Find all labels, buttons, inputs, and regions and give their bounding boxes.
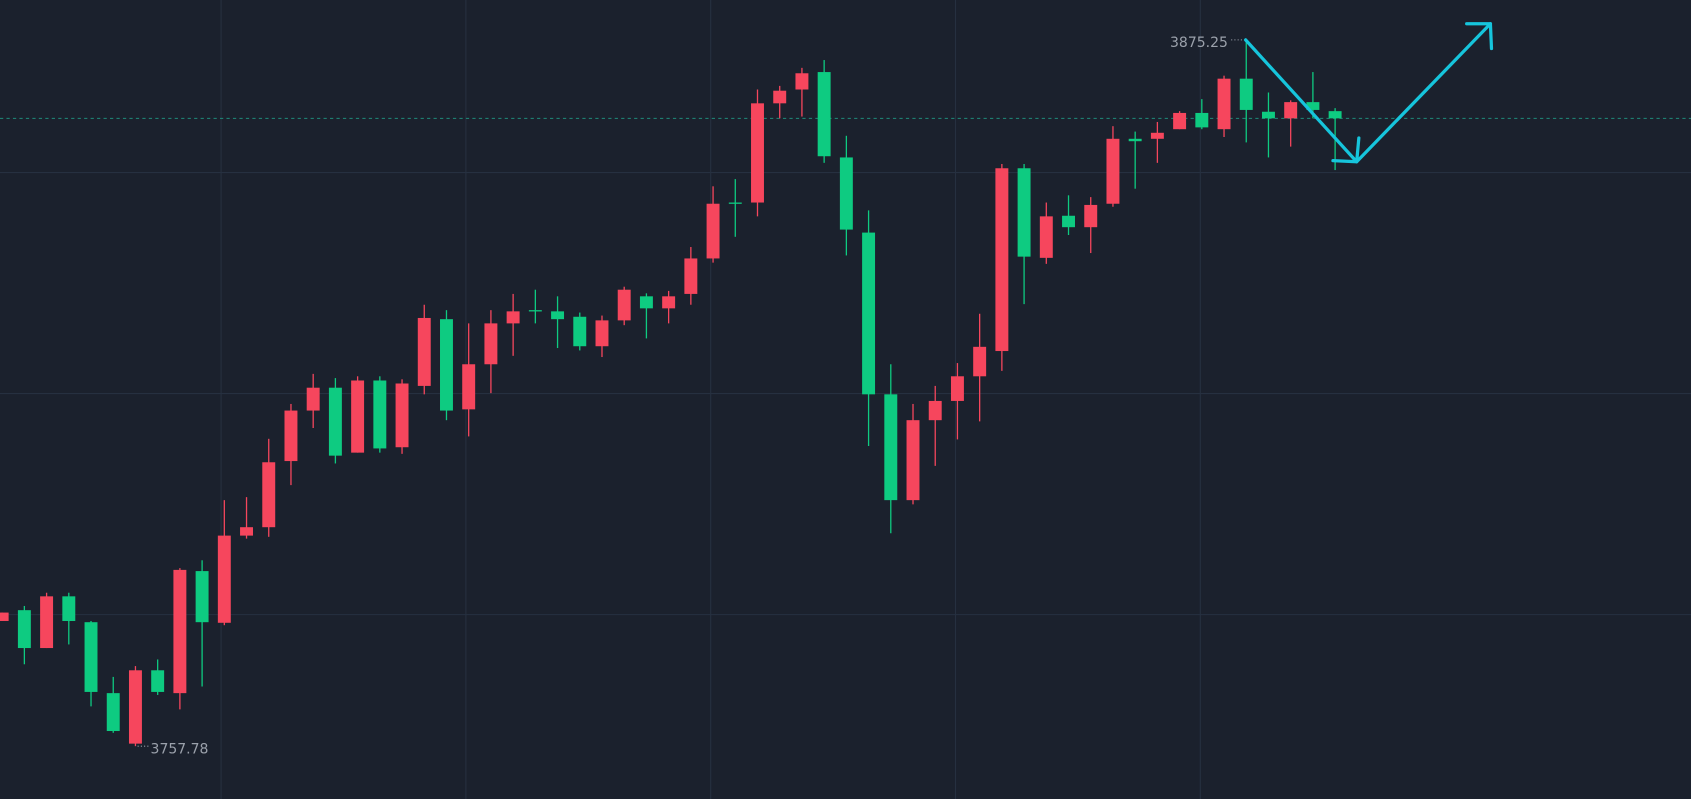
candle-body — [728, 202, 742, 204]
candle-body — [417, 317, 431, 386]
candle-body — [928, 400, 942, 421]
candle-body — [1217, 78, 1231, 130]
candle-body — [639, 296, 653, 309]
candle-body — [84, 622, 98, 692]
candle-body — [751, 103, 764, 203]
candle-body — [17, 610, 31, 649]
candle-body — [1039, 216, 1053, 258]
candle-body — [617, 289, 631, 321]
min-price-label: 3757.78 — [151, 741, 209, 757]
candle-body — [1017, 168, 1031, 257]
candle-body — [284, 410, 298, 462]
candle-body — [373, 380, 387, 449]
candle-body — [351, 380, 365, 453]
candle-body — [262, 462, 276, 528]
candle-body — [662, 296, 676, 309]
candle-body — [151, 670, 165, 692]
candle-body — [1195, 112, 1209, 128]
arrow-head — [1331, 136, 1361, 164]
candle-body — [0, 612, 9, 621]
candle-body — [950, 376, 964, 401]
candle-body — [506, 311, 520, 324]
candle-body — [1173, 112, 1187, 130]
candle-body — [1106, 138, 1120, 204]
candle-body — [1306, 102, 1320, 110]
drawing-arrow[interactable] — [1243, 22, 1494, 164]
candle-body — [595, 320, 609, 347]
candle-body — [217, 535, 231, 623]
candle-body — [62, 596, 76, 621]
candle-body — [1328, 111, 1342, 119]
candle-body — [128, 670, 142, 744]
candle-body — [884, 394, 898, 501]
candle-body — [1062, 215, 1075, 228]
candle-body — [40, 596, 54, 649]
candle-body — [773, 90, 787, 104]
candle-body — [684, 258, 698, 294]
candle-body — [862, 232, 876, 395]
candle-body — [551, 311, 565, 320]
candle-body — [306, 387, 320, 411]
candle-body — [1150, 132, 1164, 139]
candle-body — [462, 364, 476, 410]
candle-body — [973, 346, 987, 377]
candle-body — [795, 73, 809, 90]
candle-body — [1284, 102, 1298, 119]
candle-body — [706, 203, 720, 259]
arrow-head — [1465, 22, 1494, 51]
max-price-label: 3875.25 — [1170, 35, 1228, 51]
candle-body — [106, 693, 120, 732]
candle-body — [395, 383, 409, 448]
candle-body — [484, 323, 498, 365]
candle-body — [1261, 111, 1275, 119]
candle-body — [440, 319, 453, 411]
candle-body — [573, 316, 587, 347]
candle-body — [328, 387, 342, 456]
candle-body — [1084, 204, 1098, 228]
candle-body — [839, 157, 853, 230]
candle-body — [1239, 78, 1253, 110]
candle-body — [906, 420, 920, 501]
candles: 3875.25 3757.78 — [0, 35, 1691, 757]
candle-body — [1128, 138, 1142, 142]
candle-body — [995, 168, 1009, 352]
candle-body — [173, 569, 187, 694]
candle-body — [817, 72, 831, 157]
candle-body — [528, 310, 542, 312]
candle-body — [195, 571, 209, 623]
candle-body — [240, 527, 254, 536]
